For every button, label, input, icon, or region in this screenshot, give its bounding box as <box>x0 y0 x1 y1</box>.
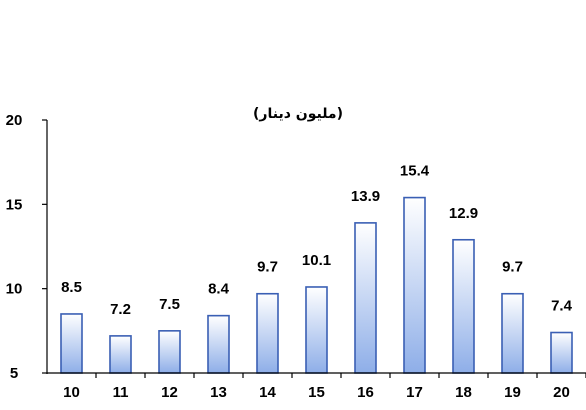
x-tick-label: 15 <box>308 384 325 401</box>
y-tick-label: 15 <box>6 196 23 213</box>
bar-17 <box>403 196 426 374</box>
data-label-18: 12.9 <box>449 205 478 222</box>
data-label-11: 7.2 <box>110 301 131 318</box>
bar-16 <box>354 222 377 374</box>
x-tick-label: 10 <box>63 384 80 401</box>
bar-12 <box>158 330 181 374</box>
bar-20 <box>550 331 573 374</box>
bar-15 <box>305 286 328 374</box>
data-label-13: 8.4 <box>208 281 230 298</box>
data-label-17: 15.4 <box>400 163 430 180</box>
bar-13 <box>207 314 230 374</box>
x-tick-label: 14 <box>259 384 276 401</box>
data-label-14: 9.7 <box>257 259 278 276</box>
y-tick-label: 5 <box>10 365 18 382</box>
data-label-16: 13.9 <box>351 188 380 205</box>
x-tick-label: 19 <box>504 384 521 401</box>
bar-10 <box>60 313 83 374</box>
bars-group <box>60 196 573 374</box>
data-label-10: 8.5 <box>61 279 82 296</box>
bar-11 <box>109 335 132 374</box>
data-label-12: 7.5 <box>159 296 180 313</box>
bar-18 <box>452 238 475 374</box>
x-axis-ticks: 10 11 12 13 14 15 16 17 18 19 20 <box>63 373 586 401</box>
x-tick-label: 11 <box>113 384 129 401</box>
x-tick-label: 20 <box>553 384 570 401</box>
data-label-15: 10.1 <box>302 252 331 269</box>
y-tick-label: 10 <box>6 281 23 298</box>
data-labels-group: 8.5 7.2 7.5 8.4 9.7 10.1 13.9 15.4 12.9 9.7 7.4 <box>61 163 573 318</box>
data-label-20: 7.4 <box>551 298 573 315</box>
unit-label: (مليون دينار) <box>253 106 343 122</box>
x-tick-label: 17 <box>406 384 423 401</box>
data-label-19: 9.7 <box>502 259 523 276</box>
x-tick-label: 18 <box>455 384 472 401</box>
x-tick-label: 12 <box>161 384 178 401</box>
y-tick-label: 20 <box>6 112 23 129</box>
bar-14 <box>256 292 279 374</box>
y-axis-ticks: 5 10 15 20 <box>6 112 47 382</box>
bar-19 <box>501 292 524 374</box>
x-tick-label: 16 <box>357 384 374 401</box>
x-tick-label: 13 <box>210 384 227 401</box>
